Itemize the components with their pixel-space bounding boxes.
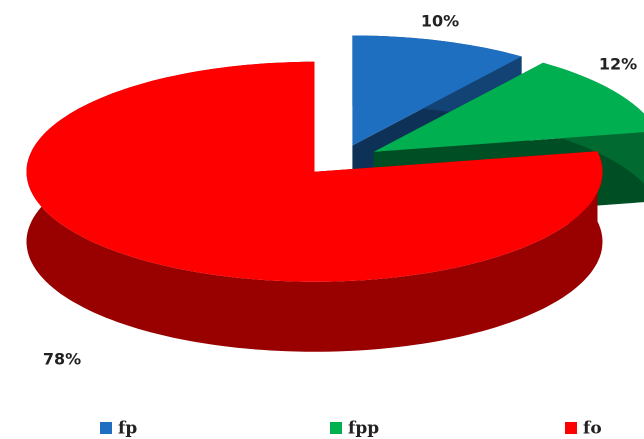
legend-label: fp bbox=[118, 419, 137, 439]
pie-slice bbox=[26, 61, 603, 352]
data-label: 78% bbox=[43, 350, 81, 369]
legend-swatch bbox=[100, 422, 112, 434]
legend-swatch bbox=[330, 422, 342, 434]
data-label: 10% bbox=[421, 12, 459, 31]
data-label: 12% bbox=[599, 55, 637, 74]
slice-top bbox=[352, 35, 522, 146]
legend-label: fpp bbox=[348, 419, 379, 439]
slice-top bbox=[373, 62, 644, 152]
legend-swatch bbox=[565, 422, 577, 434]
slice-top bbox=[26, 61, 603, 282]
legend-label: fo bbox=[583, 419, 602, 439]
